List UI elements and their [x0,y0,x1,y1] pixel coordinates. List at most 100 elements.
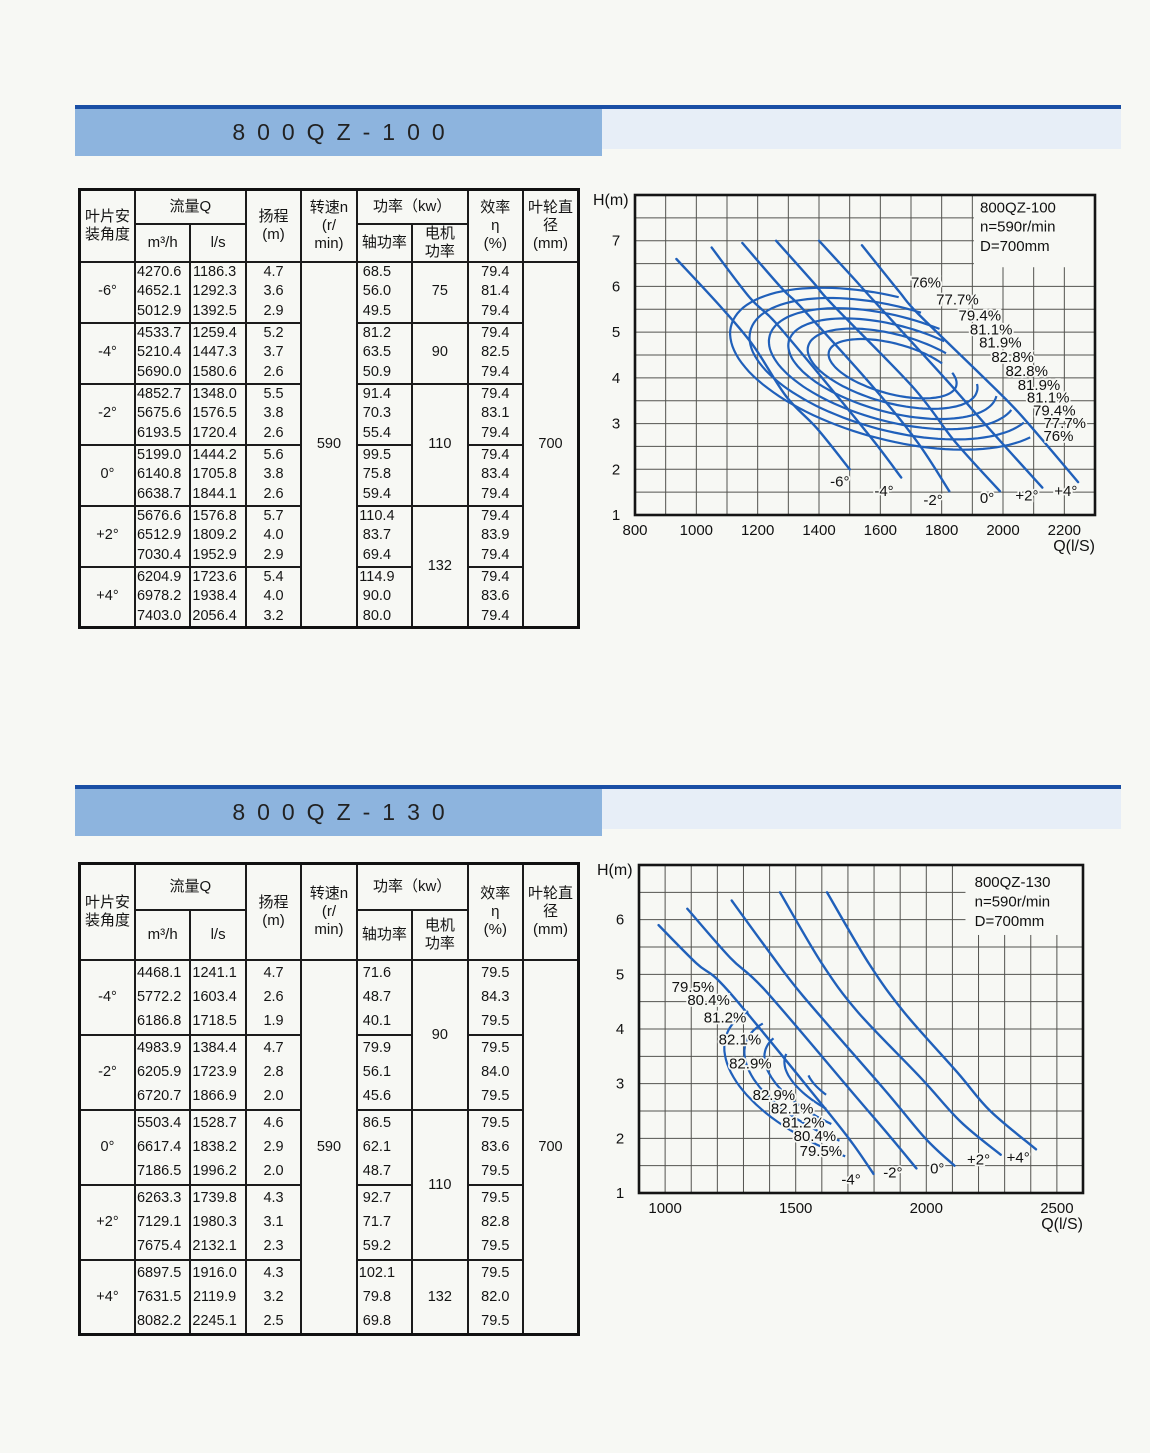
efficiency-label: 80.4% [794,1128,837,1145]
cell-line: 4270.6 [136,263,182,280]
cell-line: 1576.5 [192,405,237,422]
efficiency-label: 76% [1043,428,1073,445]
banner-title-box: 800QZ-100 [75,109,602,156]
cell-line: 4.7 [263,263,284,280]
table-row: +4° 6897.5 7631.5 8082.2 1916.0 2119.9 2245.1 4… [78,1258,579,1336]
cell-line: 79.9 [362,1040,392,1056]
cell-line: 6638.7 [136,485,182,502]
cell-line: 90.0 [362,588,392,604]
cell-line: 86.5 [362,1115,392,1131]
cell-line: 5503.4 [136,1115,182,1131]
cell-line: 3.2 [263,607,284,624]
cell-shaft-power: 92.7 71.7 59.2 [355,1183,414,1261]
x-tick-label: 2500 [1040,1200,1073,1217]
cell-line: 1444.2 [192,446,237,463]
col-efficiency: 效率 η (%) [466,188,525,263]
cell-flow-ls: 1528.7 1838.2 1996.2 [189,1108,247,1186]
efficiency-contour-81.2% [763,1037,832,1125]
cell-efficiency: 79.5 84.3 79.5 [466,958,525,1036]
cell-line: 扬程 [258,207,289,225]
curve-label: -4° [841,1171,860,1188]
cell-speed: 590 [300,260,358,629]
cell-efficiency: 79.5 83.6 79.5 [466,1108,525,1186]
header-row: m³/h l/s 轴功率 电机 功率 [80,222,579,263]
cell-line: 轴功率 [361,233,407,251]
efficiency-label: 82.9% [729,1055,772,1072]
cell-line: 92.7 [362,1190,392,1206]
cell-line: 590 [316,435,342,452]
y-tick-label: 1 [612,507,620,524]
cell-line: 7129.1 [136,1214,182,1230]
cell-line: 79.4 [481,363,510,380]
col-motor-power: 电机 功率 [411,908,469,961]
curve-label: 0° [980,490,994,507]
cell-line: 1844.1 [192,485,237,502]
cell-line: 79.5 [481,1238,510,1254]
table-row: 0° 5199.0 6140.8 6638.7 1444.2 1705.8 1844.1 5.… [78,443,579,507]
cell-line: 8082.2 [136,1312,182,1329]
cell-line: 79.4 [481,507,510,524]
cell-line: 流量Q [169,877,212,895]
x-tick-label: 1500 [779,1200,812,1217]
banner-800qz-100: 800QZ-100 [75,105,1121,156]
cell-line: 71.7 [362,1214,392,1230]
cell-line: 1723.6 [192,568,237,585]
cell-line: 79.5 [481,1088,510,1104]
cell-line: (%) [483,234,507,252]
cell-speed: 590 [300,958,358,1336]
cell-line: 功率 [424,242,455,260]
cell-line: 132 [427,1288,452,1305]
head-curve--4° [710,246,903,479]
cell-line: 6205.9 [136,1064,182,1080]
table-row: 0° 5503.4 6617.4 7186.5 1528.7 1838.2 1996.2 4.… [78,1108,579,1261]
cell-line: 1866.9 [192,1088,237,1104]
cell-line: 1739.8 [192,1190,237,1206]
cell-line: 2119.9 [192,1288,237,1305]
cell-head: 5.4 4.0 3.2 [244,565,303,629]
y-tick-label: 5 [616,966,624,983]
cell-line: 79.5 [481,1163,510,1179]
cell-line: 102.1 [358,1264,396,1281]
table-row: -4° 4533.7 5210.4 5690.0 1259.4 1447.3 1580.6 5… [78,321,579,385]
cell-line: 83.6 [481,588,510,604]
head-curve-+2° [817,239,1044,489]
head-curve--2° [741,241,951,493]
efficiency-label: 79.4% [959,308,1002,325]
head-curve-+4° [825,891,1038,1151]
cell-line: 3.7 [263,344,284,361]
cell-line: 2.6 [263,363,284,380]
cell-line: 83.4 [481,466,510,483]
head-curve-0° [774,239,1002,493]
cell-line: 5675.6 [136,405,182,422]
cell-flow-m3h: 5503.4 6617.4 7186.5 [133,1108,192,1186]
cell-shaft-power: 71.6 48.7 40.1 [355,958,414,1036]
col-power: 功率（kw） [355,188,469,225]
cell-line: -2° [98,405,117,422]
cell-line: 电机 [424,916,455,934]
cell-line: +4° [96,588,119,604]
cell-line: 2132.1 [192,1238,237,1254]
cell-shaft-power: 114.9 90.0 80.0 [355,565,414,629]
cell-line: 3.1 [263,1214,284,1230]
efficiency-contour-77.7% [748,296,1025,441]
cell-line: 79.5 [481,1264,510,1281]
cell-head: 4.3 3.2 2.5 [244,1258,303,1336]
cell-flow-ls: 1241.1 1603.4 1718.5 [189,958,247,1036]
cell-flow-ls: 1723.6 1938.4 2056.4 [189,565,247,629]
cell-line: 75.8 [362,466,392,483]
cell-angle: -4° [78,958,136,1036]
cell-angle: +2° [78,1183,136,1261]
y-axis-title: H(m) [593,192,629,209]
cell-line: 79.4 [481,568,510,585]
y-tick-label: 3 [612,416,620,433]
cell-efficiency: 79.4 82.5 79.4 [466,321,525,385]
cell-line: 0° [100,1139,115,1155]
header-row: 叶片安 装角度 流量Q 扬程 (m) 转速n (r/min) 功率（kw） 效率 η (%) 叶轮直径… [78,862,580,961]
cell-head: 4.3 3.1 2.3 [244,1183,303,1261]
cell-line: 1996.2 [192,1163,237,1179]
legend-line: D=700mm [975,913,1045,930]
cell-line: 转速n [309,198,349,216]
cell-shaft-power: 110.4 83.7 69.4 [355,504,414,568]
cell-line: 2.0 [263,1088,284,1104]
cell-head: 4.6 2.9 2.0 [244,1108,303,1186]
